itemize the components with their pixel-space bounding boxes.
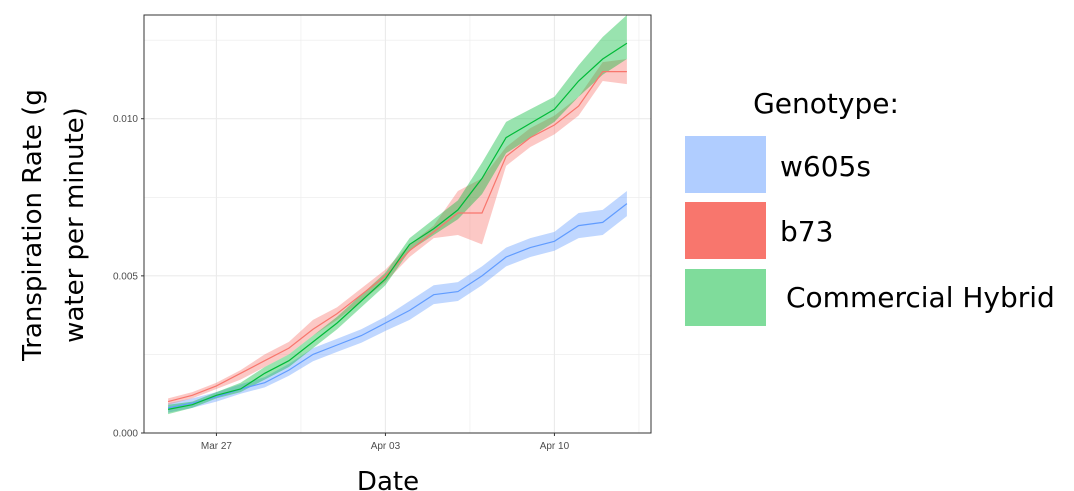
legend-title: Genotype: [753,87,899,120]
series-line-commercial-hybrid [167,42,628,410]
legend-label-w605s: w605s [780,150,871,183]
plot-border [143,14,652,434]
legend-label-commercial-hybrid: Commercial Hybrid [786,281,1055,314]
ribbon-w605s [168,191,627,413]
axis-ticks: 0.000 0.005 0.010 Mar 27 Apr 03 Apr 10 [113,114,570,452]
ribbon-b73 [168,59,627,405]
y-tick-label: 0.005 [113,271,138,282]
legend-key-b73 [685,202,766,259]
x-tick-label: Mar 27 [201,441,233,452]
x-axis-title: Date [357,467,419,491]
legend: Genotype: w605s b73 Commercial Hybrid [685,87,1055,326]
legend-key-w605s [685,136,766,193]
x-tick-label: Apr 03 [371,441,401,452]
y-axis-title-line-1: Transpiration Rate (g [18,89,48,362]
series-line-w605s [167,203,628,409]
legend-label-b73: b73 [780,215,833,248]
plot-area [144,15,651,434]
y-tick-label: 0.000 [113,429,138,440]
y-axis-title-line-2: water per minute) [60,107,90,343]
legend-key-commercial-hybrid [685,269,766,326]
x-tick-label: Apr 10 [540,441,570,452]
y-tick-label: 0.010 [113,114,138,125]
series-line-b73 [167,70,627,403]
y-axis-title: Transpiration Rate (g water per minute) [18,89,90,362]
